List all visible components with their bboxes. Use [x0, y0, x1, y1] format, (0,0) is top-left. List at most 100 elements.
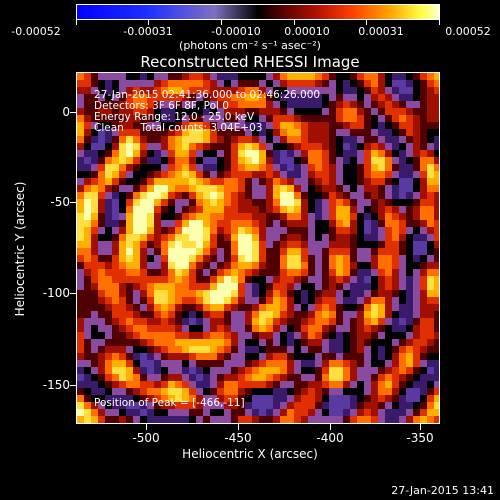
heatmap-cell	[427, 108, 434, 115]
heatmap-cell	[245, 136, 252, 143]
heatmap-cell	[294, 248, 301, 255]
heatmap-cell	[140, 192, 147, 199]
heatmap-cell	[161, 311, 168, 318]
heatmap-cell	[301, 129, 308, 136]
heatmap-cell	[105, 409, 112, 416]
heatmap-cell	[189, 157, 196, 164]
heatmap-cell	[84, 388, 91, 395]
heatmap-cell	[294, 304, 301, 311]
heatmap-cell	[399, 108, 406, 115]
heatmap-cell	[238, 297, 245, 304]
heatmap-cell	[259, 192, 266, 199]
heatmap-cell	[406, 164, 413, 171]
heatmap-cell	[161, 101, 168, 108]
heatmap-cell	[434, 150, 439, 157]
y-tick-label: -150	[42, 378, 70, 392]
heatmap-cell	[210, 269, 217, 276]
heatmap-cell	[84, 416, 91, 423]
heatmap-cell	[280, 220, 287, 227]
heatmap-cell	[364, 255, 371, 262]
heatmap-cell	[273, 129, 280, 136]
heatmap-cell	[147, 262, 154, 269]
heatmap-cell	[259, 388, 266, 395]
heatmap-cell	[315, 318, 322, 325]
heatmap-cell	[350, 108, 357, 115]
heatmap-cell	[287, 367, 294, 374]
heatmap-cell	[357, 241, 364, 248]
heatmap-cell	[434, 101, 439, 108]
heatmap-cell	[133, 318, 140, 325]
heatmap-cell	[336, 304, 343, 311]
heatmap-cell	[413, 367, 420, 374]
heatmap-cell	[168, 115, 175, 122]
heatmap-cell	[175, 346, 182, 353]
heatmap-cell	[168, 346, 175, 353]
heatmap-cell	[336, 339, 343, 346]
heatmap-cell	[84, 360, 91, 367]
heatmap-cell	[238, 213, 245, 220]
heatmap-cell	[371, 206, 378, 213]
heatmap-cell	[420, 332, 427, 339]
heatmap-cell	[154, 395, 161, 402]
heatmap-cell	[147, 80, 154, 87]
heatmap-cell	[266, 122, 273, 129]
heatmap-cell	[77, 94, 84, 101]
heatmap-cell	[112, 199, 119, 206]
heatmap-cell	[133, 346, 140, 353]
heatmap-cell	[98, 157, 105, 164]
heatmap-cell	[231, 262, 238, 269]
heatmap-cell	[189, 360, 196, 367]
heatmap-cell	[336, 311, 343, 318]
heatmap-cell	[105, 360, 112, 367]
heatmap-cell	[287, 122, 294, 129]
heatmap-cell	[161, 255, 168, 262]
heatmap-cell	[133, 395, 140, 402]
heatmap-cell	[308, 94, 315, 101]
heatmap-cell	[231, 360, 238, 367]
heatmap-cell	[217, 150, 224, 157]
heatmap-cell	[420, 353, 427, 360]
heatmap-cell	[105, 164, 112, 171]
heatmap-cell	[301, 178, 308, 185]
heatmap-cell	[133, 325, 140, 332]
heatmap-cell	[427, 87, 434, 94]
heatmap-cell	[378, 115, 385, 122]
heatmap-cell	[273, 101, 280, 108]
heatmap-cell	[182, 409, 189, 416]
heatmap-cell	[336, 122, 343, 129]
heatmap-cell	[182, 94, 189, 101]
heatmap-cell	[385, 206, 392, 213]
heatmap-cell	[301, 94, 308, 101]
heatmap-cell	[147, 178, 154, 185]
heatmap-cell	[343, 290, 350, 297]
heatmap-cell	[168, 360, 175, 367]
heatmap-cell	[413, 290, 420, 297]
heatmap-cell	[315, 255, 322, 262]
heatmap-cell	[112, 115, 119, 122]
heatmap-cell	[231, 269, 238, 276]
heatmap-cell	[364, 73, 371, 80]
heatmap-cell	[364, 346, 371, 353]
heatmap-cell	[217, 262, 224, 269]
heatmap-cell	[308, 283, 315, 290]
heatmap-cell	[126, 220, 133, 227]
heatmap-cell	[231, 283, 238, 290]
heatmap-cell	[315, 416, 322, 423]
heatmap-cell	[427, 402, 434, 409]
heatmap-cell	[329, 136, 336, 143]
heatmap-cell	[301, 101, 308, 108]
heatmap-cell	[434, 241, 439, 248]
heatmap-cell	[196, 269, 203, 276]
heatmap-cell	[252, 374, 259, 381]
heatmap-cell	[294, 353, 301, 360]
heatmap-cell	[427, 129, 434, 136]
heatmap-cell	[350, 395, 357, 402]
heatmap-cell	[434, 115, 439, 122]
heatmap-cell	[308, 409, 315, 416]
heatmap-cell	[238, 283, 245, 290]
heatmap-cell	[308, 346, 315, 353]
heatmap-cell	[147, 157, 154, 164]
heatmap-cell	[133, 94, 140, 101]
heatmap-cell	[196, 150, 203, 157]
heatmap-cell	[91, 409, 98, 416]
